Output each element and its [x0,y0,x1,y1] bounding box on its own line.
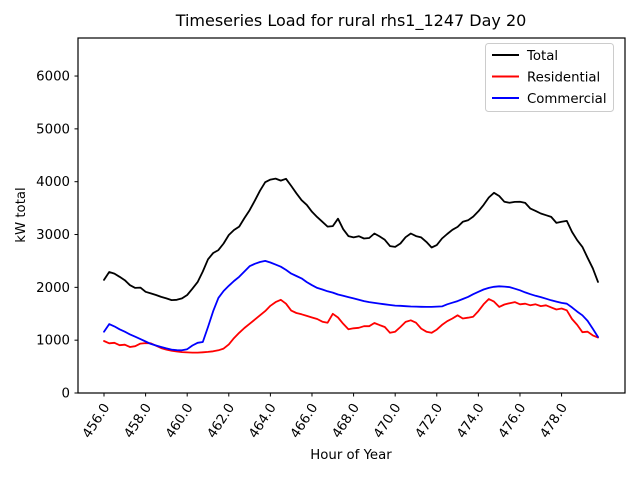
chart-title: Timeseries Load for rural rhs1_1247 Day … [175,11,527,31]
x-tick-label: 476.0 [496,401,529,441]
series-line-residential [103,298,599,354]
y-axis-ticks: 0 1000 2000 3000 4000 5000 6000 [36,70,78,402]
plot-area-border [77,37,626,394]
x-tick-label: 458.0 [122,401,155,441]
y-tick-label: 4000 [36,175,70,190]
y-axis-label: kW total [14,187,29,242]
x-axis-ticks: 456.0 458.0 460.0 462.0 464.0 466.0 468.0 470.0… [80,393,571,441]
series-line-total [103,177,599,302]
x-axis-label: Hour of Year [310,448,392,463]
legend-label-total: Total [526,49,558,64]
y-tick-label: 3000 [36,228,70,243]
x-tick-label: 472.0 [413,401,446,441]
y-tick-label: 6000 [36,70,70,85]
legend-label-residential: Residential [527,70,600,85]
x-tick-label: 460.0 [163,401,196,441]
x-tick-label: 464.0 [246,401,279,441]
y-tick-label: 5000 [36,122,70,137]
x-tick-label: 478.0 [538,401,571,441]
x-tick-label: 474.0 [454,401,487,441]
legend-label-commercial: Commercial [527,92,607,107]
x-tick-label: 466.0 [288,401,321,441]
x-tick-label: 468.0 [330,401,363,441]
y-tick-label: 2000 [36,281,70,296]
x-tick-label: 462.0 [205,401,238,441]
series-line-commercial [103,259,599,352]
y-tick-label: 0 [62,387,70,402]
data-lines [103,177,599,354]
x-tick-label: 470.0 [371,401,404,441]
legend-items: Total Residential Commercial [492,49,607,107]
y-tick-label: 1000 [36,334,70,349]
legend: Total Residential Commercial [485,43,614,112]
x-tick-label: 456.0 [80,401,113,441]
legend-box [485,43,614,112]
